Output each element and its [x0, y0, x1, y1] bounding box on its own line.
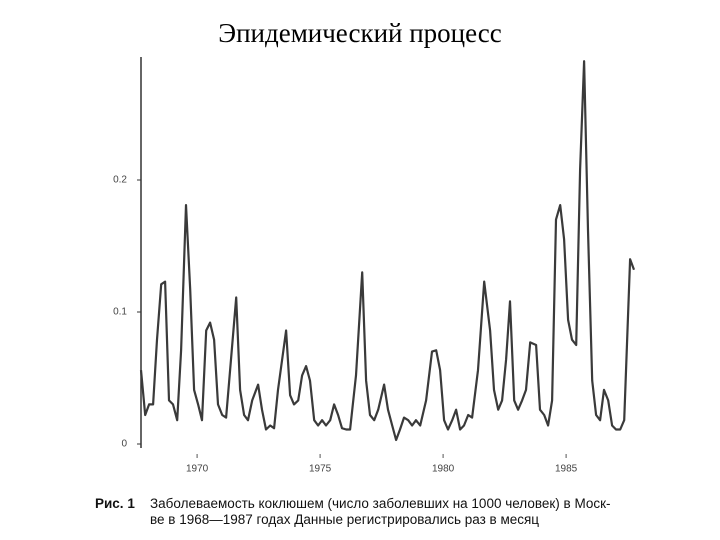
y-tick-label: 0.1 — [113, 307, 127, 318]
caption-line: Заболеваемость коклюшем (число заболевши… — [150, 496, 611, 511]
slide-title: Эпидемический процесс — [218, 18, 502, 48]
x-tick-label: 1980 — [432, 464, 455, 475]
incidence-line — [139, 60, 636, 442]
caption-label: Рис. 1 — [95, 496, 135, 511]
x-tick-label: 1975 — [309, 464, 332, 475]
x-tick-label: 1970 — [186, 464, 209, 475]
x-tick-label: 1985 — [555, 464, 578, 475]
caption-line: ве в 1968—1987 годах Данные регистрирова… — [150, 512, 539, 527]
y-tick-label: 0.2 — [113, 175, 127, 186]
y-tick-label: 0 — [121, 439, 127, 450]
